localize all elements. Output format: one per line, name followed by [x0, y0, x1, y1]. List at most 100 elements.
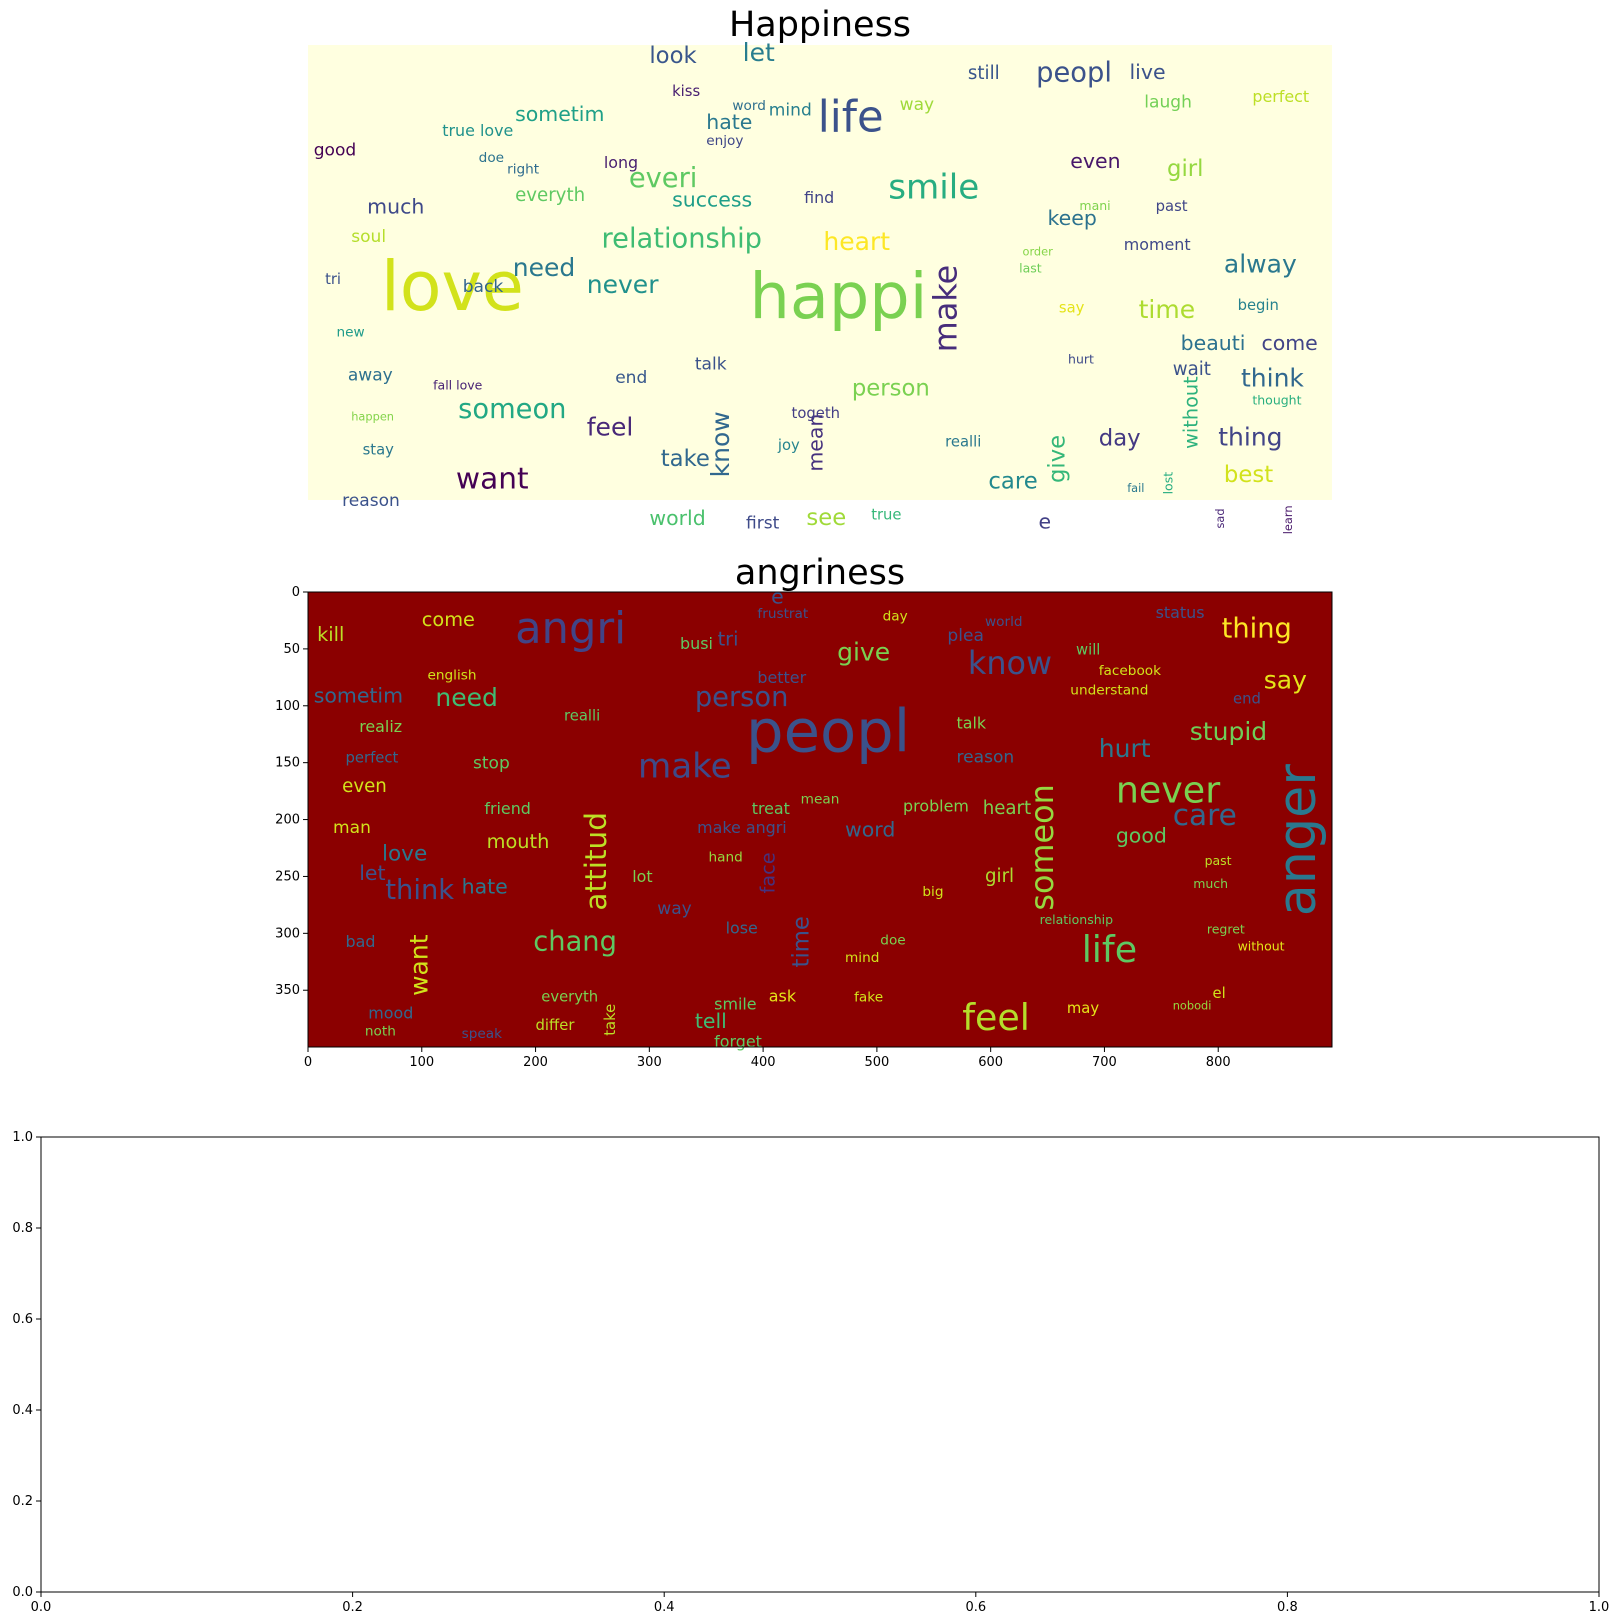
happiness-word: enjoy [706, 133, 743, 149]
happiness-word: make [927, 265, 965, 352]
angriness-word: problem [903, 797, 969, 816]
happiness-word: keep [1048, 206, 1097, 230]
happiness-word: good [314, 140, 357, 160]
angriness-word: attitud [579, 812, 613, 911]
y-tick-label: 300 [275, 926, 300, 941]
x-tick-label: 0.2 [342, 1600, 363, 1615]
y-tick-label: 1.0 [12, 1130, 33, 1145]
happiness-word: sometim [515, 102, 604, 126]
angriness-word: even [342, 776, 387, 797]
angriness-word: think [385, 875, 454, 906]
angriness-word: face [756, 852, 779, 893]
x-tick-label: 200 [523, 1055, 548, 1070]
angriness-word: make [638, 746, 732, 786]
happiness-word: say [1059, 299, 1085, 316]
happiness-word: find [804, 188, 834, 207]
x-tick-label: 0.0 [31, 1600, 52, 1615]
angriness-word: time [789, 916, 815, 967]
happiness-word: still [968, 63, 1000, 84]
angriness-word: plea [947, 626, 984, 646]
angriness-word: past [1205, 853, 1232, 868]
happiness-word: back [463, 277, 504, 297]
angriness-word: facebook [1099, 663, 1161, 679]
x-tick-label: 400 [751, 1055, 776, 1070]
happiness-word: love [381, 248, 524, 327]
happiness-word: hurt [1068, 352, 1094, 367]
happiness-word: true [871, 506, 901, 523]
angriness-word: ask [769, 987, 797, 1006]
angriness-word: may [1067, 1000, 1099, 1017]
happiness-word: let [743, 38, 775, 67]
angriness-word: hate [462, 875, 508, 899]
happiness-word: mean [803, 414, 827, 472]
happiness-word: world [649, 506, 705, 530]
happiness-word: begin [1238, 297, 1279, 314]
x-tick-label: 600 [978, 1055, 1003, 1070]
happiness-word: care [988, 469, 1037, 495]
happiness-word: thought [1252, 393, 1301, 408]
y-tick-label: 0.8 [12, 1221, 33, 1236]
happiness-word: without [1180, 376, 1203, 449]
angriness-word: mean [801, 792, 840, 808]
x-tick-label: 0 [304, 1055, 312, 1070]
angriness-word: e [771, 584, 784, 608]
angriness-word: good [1116, 823, 1167, 847]
angriness-word: mouth [487, 830, 550, 853]
happiness-word: joy [777, 437, 800, 454]
angriness-word: friend [484, 799, 531, 818]
angriness-word: sometim [314, 683, 403, 707]
happiness-word: heart [823, 227, 890, 256]
happiness-word: alway [1224, 250, 1297, 279]
happiness-word: girl [1167, 156, 1203, 182]
happiness-word: fall love [433, 378, 482, 393]
angriness-word: lose [726, 918, 758, 937]
angriness-word: speak [462, 1026, 503, 1042]
happiness-word: past [1156, 198, 1188, 215]
angriness-word-cloud: peopl anger angri make person never life feel so… [314, 584, 1328, 1051]
happiness-word: think [1241, 363, 1304, 392]
happiness-word: moment [1124, 235, 1191, 254]
happiness-word: mani [1079, 198, 1110, 213]
happiness-word: take [661, 446, 710, 472]
happiness-word: never [587, 270, 659, 299]
happiness-word: even [1070, 149, 1120, 173]
happiness-word: relationship [602, 224, 762, 255]
angriness-word: life [1082, 928, 1137, 971]
happiness-word: smile [888, 168, 979, 208]
angriness-word: thing [1222, 614, 1292, 645]
happiness-word: peopl [1036, 57, 1112, 88]
angriness-word: know [968, 644, 1052, 682]
happiness-word: way [900, 95, 934, 115]
y-tick-label: 50 [283, 642, 300, 657]
angriness-word: let [359, 861, 385, 885]
happiness-word: know [706, 411, 735, 477]
happiness-word: tri [325, 271, 341, 288]
happiness-word: lost [1161, 472, 1176, 495]
happiness-word: someon [458, 394, 566, 425]
angriness-word: chang [533, 926, 617, 957]
y-tick-label: 0.6 [12, 1312, 33, 1327]
angriness-word: bad [346, 932, 376, 951]
angriness-panel: angriness peopl anger angri make person never… [275, 553, 1333, 1070]
angriness-word: man [333, 818, 371, 838]
happiness-word: away [348, 366, 393, 386]
empty-panel: 0.0 0.2 0.4 0.6 0.8 1.0 0.0 0.2 0.4 0.6 0.8 1.0 [12, 1130, 1609, 1615]
happiness-word: beauti [1181, 331, 1246, 355]
angriness-word: much [1193, 876, 1228, 891]
angriness-word: lot [632, 867, 652, 886]
happiness-title: Happiness [729, 5, 911, 45]
angriness-word: heart [983, 798, 1031, 819]
y-tick-label: 350 [275, 983, 300, 998]
angriness-word: fake [854, 990, 883, 1006]
happiness-word: talk [695, 354, 727, 374]
angriness-word: treat [752, 799, 790, 818]
angriness-ticks: 0 100 200 300 400 500 600 700 800 0 50 100 150 200 250… [275, 585, 1230, 1070]
happiness-word: togeth [792, 405, 840, 422]
y-tick-label: 100 [275, 699, 300, 714]
angriness-word: kill [317, 623, 344, 646]
happiness-word: first [746, 514, 780, 534]
angriness-word: word [845, 818, 895, 842]
angriness-word: smile [714, 995, 756, 1014]
happiness-word: true love [442, 121, 513, 140]
